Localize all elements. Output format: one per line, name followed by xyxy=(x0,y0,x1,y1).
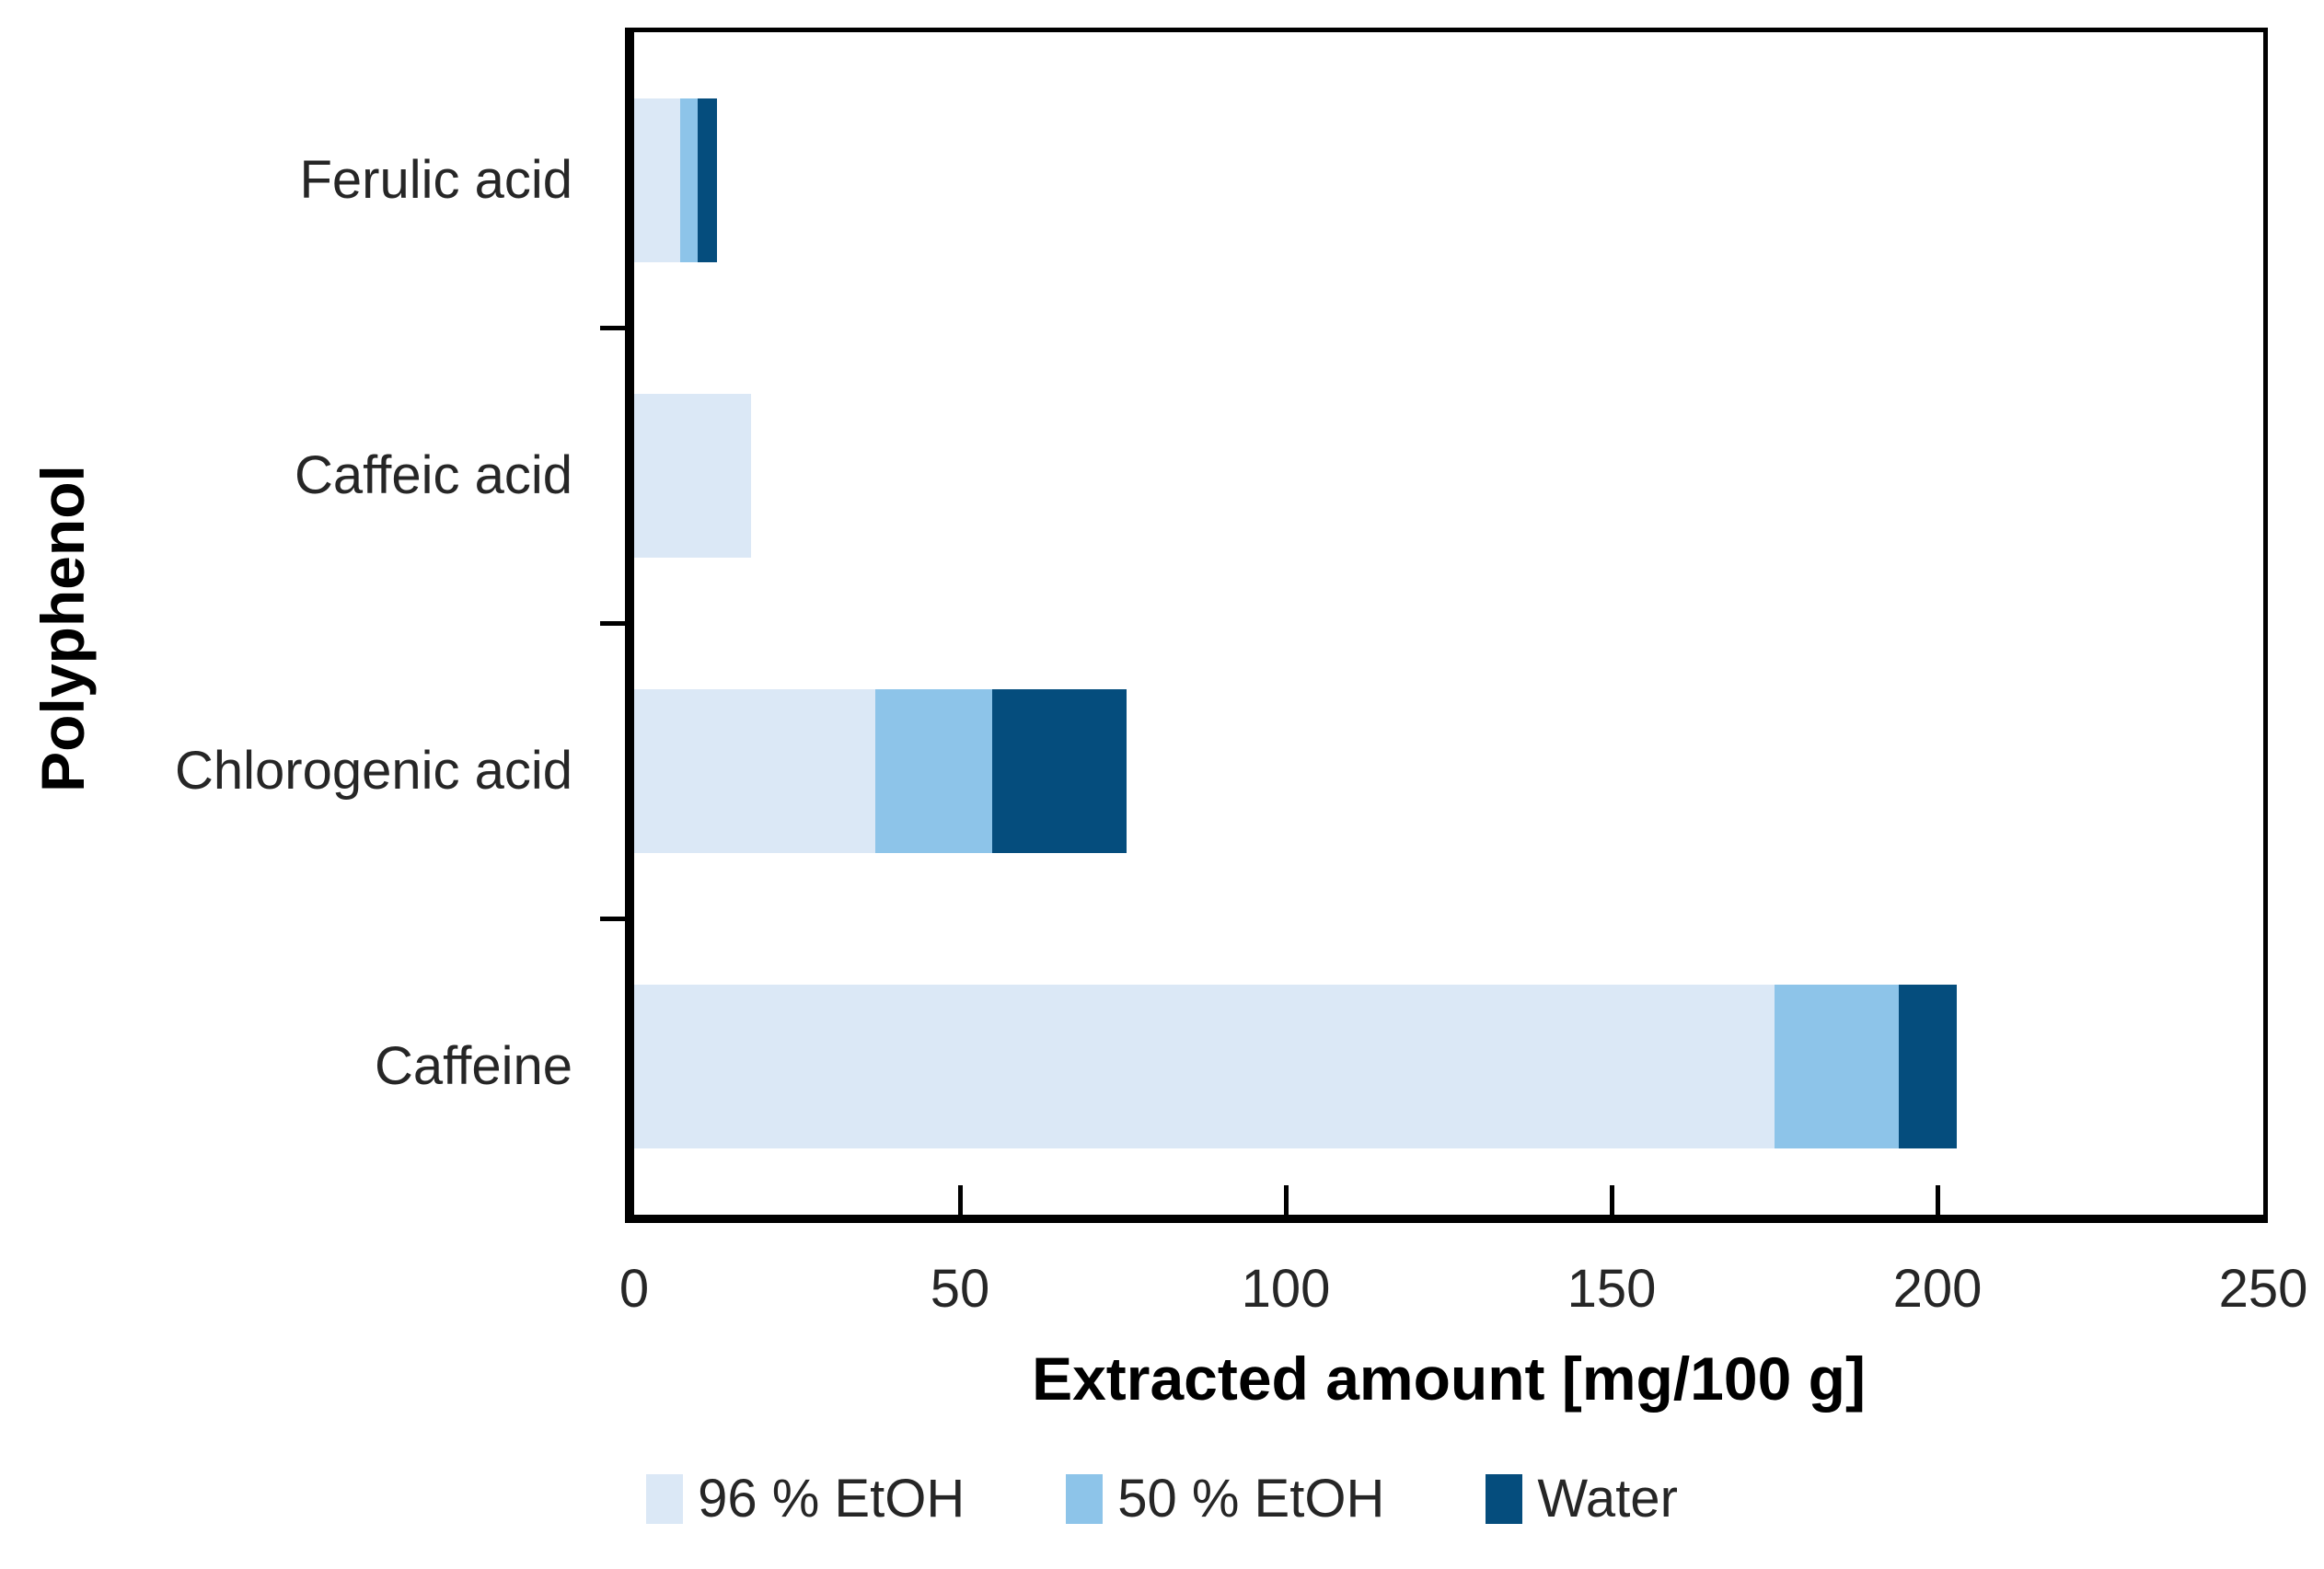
legend-label-50-etoh: 50 % EtOH xyxy=(1117,1469,1385,1529)
x-tick-label-250: 250 xyxy=(2218,1259,2308,1319)
category-label-caffeic-acid: Caffeic acid xyxy=(295,444,572,505)
category-boundary-tick xyxy=(600,917,625,922)
bar-segment-caffeine-water xyxy=(1898,985,1958,1149)
x-axis-tick xyxy=(1609,1185,1614,1215)
legend: 96 % EtOH 50 % EtOH Water xyxy=(0,1472,2324,1526)
plot-area xyxy=(600,28,2268,1223)
bar-segment-ferulic-acid-96-etoh xyxy=(634,98,680,262)
category-boundary-tick xyxy=(600,325,625,330)
x-tick-label-50: 50 xyxy=(930,1259,990,1319)
category-boundary-tick xyxy=(600,621,625,626)
bar-segment-caffeic-acid-96-etoh xyxy=(634,393,752,558)
legend-label-water: Water xyxy=(1537,1469,1678,1529)
x-tick-label-100: 100 xyxy=(1241,1259,1331,1319)
x-axis-tick xyxy=(957,1185,963,1215)
bar-segment-caffeine-96-etoh xyxy=(634,985,1775,1149)
bar-segment-ferulic-acid-water xyxy=(697,98,717,262)
bar-segment-chlorogenic-acid-water xyxy=(992,689,1127,854)
legend-item-50-etoh: 50 % EtOH xyxy=(1066,1472,1384,1526)
bar-segment-chlorogenic-acid-50-etoh xyxy=(874,689,993,854)
legend-swatch-50-etoh xyxy=(1066,1474,1104,1524)
bar-segment-caffeine-50-etoh xyxy=(1775,985,1899,1149)
bar-segment-ferulic-acid-50-etoh xyxy=(679,98,698,262)
legend-item-water: Water xyxy=(1486,1472,1678,1526)
legend-swatch-water xyxy=(1486,1474,1523,1524)
category-label-caffeine: Caffeine xyxy=(375,1036,572,1097)
category-label-ferulic-acid: Ferulic acid xyxy=(299,149,572,210)
legend-swatch-96-etoh xyxy=(646,1474,684,1524)
x-axis-title: Extracted amount [mg/100 g] xyxy=(1032,1344,1866,1413)
x-tick-label-0: 0 xyxy=(619,1259,650,1319)
category-label-chlorogenic-acid: Chlorogenic acid xyxy=(174,741,572,802)
x-tick-label-150: 150 xyxy=(1567,1259,1657,1319)
x-tick-label-200: 200 xyxy=(1892,1259,1983,1319)
legend-item-96-etoh: 96 % EtOH xyxy=(646,1472,965,1526)
x-axis-tick xyxy=(1283,1185,1289,1215)
legend-label-96-etoh: 96 % EtOH xyxy=(698,1469,965,1529)
bar-segment-chlorogenic-acid-96-etoh xyxy=(634,689,875,854)
x-axis-tick xyxy=(1935,1185,1940,1215)
